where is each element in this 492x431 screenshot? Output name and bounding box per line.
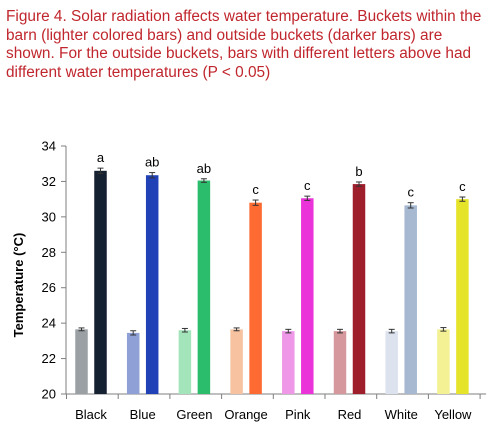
bar-outside-pink (301, 198, 314, 394)
x-tick-label: Orange (224, 407, 267, 422)
y-tick-label: 30 (42, 209, 56, 224)
bar-outside-black (94, 170, 107, 394)
y-tick-label: 28 (42, 245, 56, 260)
y-tick-label: 24 (42, 316, 56, 331)
bar-barn-green (178, 330, 192, 394)
x-tick-label: Blue (130, 407, 156, 422)
x-tick-label: Yellow (434, 407, 472, 422)
significance-letter: ab (197, 161, 211, 176)
bar-outside-red (352, 184, 366, 394)
significance-letter: c (252, 182, 259, 197)
significance-letter: c (459, 179, 466, 194)
bar-barn-white (385, 331, 398, 394)
y-tick-label: 20 (42, 387, 56, 402)
y-tick-label: 26 (42, 280, 56, 295)
chart-bars (75, 167, 469, 394)
significance-letter: c (304, 178, 311, 193)
figure-caption: Figure 4. Solar radiation affects water … (6, 8, 482, 81)
bar-outside-green (197, 180, 211, 394)
significance-letter: ab (145, 155, 159, 170)
significance-letter: c (407, 185, 414, 200)
bar-outside-white (404, 205, 417, 394)
y-tick-label: 32 (42, 174, 56, 189)
x-tick-label: White (385, 407, 418, 422)
y-tick-label: 22 (42, 351, 56, 366)
bar-barn-orange (230, 329, 243, 394)
y-axis-label: Temperature (°C) (11, 233, 26, 338)
bar-outside-orange (249, 202, 262, 394)
y-tick-label: 34 (42, 139, 56, 154)
chart-axes (61, 145, 487, 399)
x-tick-label: Black (75, 407, 107, 422)
bar-barn-pink (282, 331, 295, 394)
bar-barn-blue (126, 332, 140, 394)
chart-labels: 20 22 24 26 28 30 32 34 a Black ab Blue ab Green c Oran… (42, 139, 473, 423)
bar-barn-yellow (437, 329, 450, 394)
significance-letter: a (97, 150, 105, 165)
bar-barn-red (333, 331, 347, 394)
x-tick-label: Pink (285, 407, 311, 422)
x-tick-label: Red (338, 407, 362, 422)
bar-outside-yellow (456, 199, 469, 394)
x-tick-label: Green (176, 407, 212, 422)
bar-barn-black (75, 329, 88, 394)
significance-letter: b (355, 164, 362, 179)
bar-outside-blue (145, 175, 159, 394)
